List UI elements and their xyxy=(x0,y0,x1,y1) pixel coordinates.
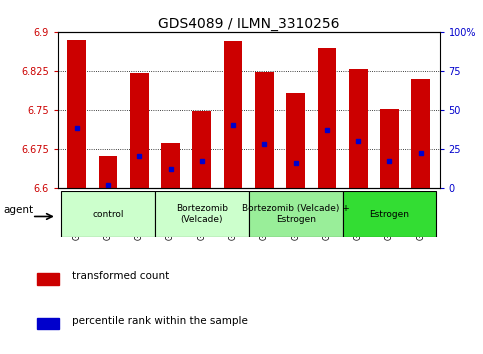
Text: Bortezomib
(Velcade): Bortezomib (Velcade) xyxy=(176,205,228,224)
Bar xyxy=(99,156,117,188)
Bar xyxy=(192,111,211,188)
Bar xyxy=(286,93,305,188)
Bar xyxy=(161,143,180,188)
Bar xyxy=(249,191,342,237)
Text: transformed count: transformed count xyxy=(72,271,169,281)
Bar xyxy=(380,109,399,188)
Text: percentile rank within the sample: percentile rank within the sample xyxy=(72,316,248,326)
Bar xyxy=(349,69,368,188)
Bar xyxy=(342,191,437,237)
Text: agent: agent xyxy=(3,205,33,215)
Text: Estrogen: Estrogen xyxy=(369,210,410,219)
Bar xyxy=(255,72,274,188)
Text: Bortezomib (Velcade) +
Estrogen: Bortezomib (Velcade) + Estrogen xyxy=(242,205,350,224)
Bar xyxy=(155,191,249,237)
Bar xyxy=(224,41,242,188)
Title: GDS4089 / ILMN_3310256: GDS4089 / ILMN_3310256 xyxy=(158,17,340,31)
Bar xyxy=(61,191,155,237)
Bar xyxy=(37,318,59,329)
Bar xyxy=(37,273,59,285)
Bar xyxy=(130,73,149,188)
Bar xyxy=(317,48,336,188)
Text: control: control xyxy=(92,210,124,219)
Bar xyxy=(412,79,430,188)
Bar xyxy=(67,40,86,188)
